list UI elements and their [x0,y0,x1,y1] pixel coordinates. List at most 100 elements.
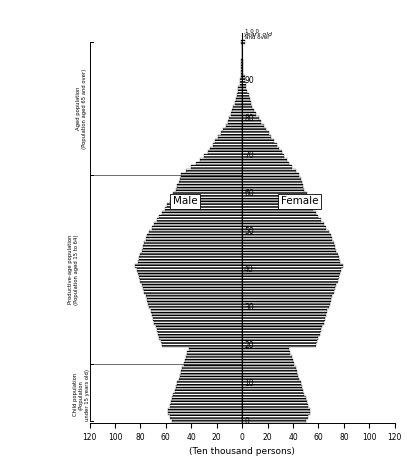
Bar [185,359,242,362]
Bar [237,94,242,97]
Bar [177,184,242,188]
Bar [242,260,340,264]
Bar [242,393,304,397]
Bar [242,294,333,298]
Bar [151,309,242,313]
Bar [232,109,242,112]
Bar [171,400,242,404]
Bar [242,283,336,287]
Bar [144,241,242,245]
Bar [153,317,242,321]
Bar [158,332,242,336]
Bar [242,298,331,302]
Bar [242,67,243,71]
Bar [242,222,324,226]
Bar [242,200,308,204]
Bar [236,97,242,101]
Bar [186,355,242,359]
Bar [242,268,341,272]
Bar [242,302,330,306]
Bar [242,109,254,112]
Bar [242,412,310,415]
Bar [189,347,242,351]
Bar [242,264,343,268]
Text: Productive-age population
(Population aged 15 to 64): Productive-age population (Population ag… [68,235,79,305]
Bar [242,150,282,154]
Bar [242,324,322,329]
Bar [139,256,242,260]
Text: 30: 30 [244,303,254,312]
Bar [146,294,242,298]
Bar [176,385,242,389]
Bar [172,419,242,423]
Text: 20: 20 [244,341,254,350]
Bar [241,40,242,44]
Bar [242,94,249,97]
Bar [242,71,243,75]
Bar [160,215,242,219]
Bar [148,302,242,306]
Bar [240,82,242,86]
Text: 10: 10 [244,379,254,388]
Bar [146,237,242,241]
Bar [242,332,320,336]
Bar [242,204,311,207]
Text: 90: 90 [244,76,254,85]
Bar [242,389,303,393]
Bar [242,309,327,313]
Bar [242,272,340,275]
Bar [144,290,242,294]
Text: 80: 80 [244,114,254,123]
Bar [242,245,335,249]
Bar [172,196,242,200]
Bar [242,188,304,192]
Bar [242,230,328,234]
Bar [242,400,307,404]
Text: 60: 60 [244,189,254,198]
Bar [242,165,292,169]
Bar [242,381,301,385]
Bar [242,329,321,332]
Bar [155,324,242,329]
Bar [242,219,321,222]
Bar [167,204,242,207]
Bar [242,362,294,366]
Bar [242,173,300,177]
Bar [242,101,251,105]
Bar [242,290,334,294]
Bar [242,90,247,94]
Text: Aged population
(Population aged 65 and over): Aged population (Population aged 65 and … [76,69,87,149]
Bar [242,241,334,245]
Bar [170,404,242,408]
Bar [242,344,316,347]
Bar [242,86,246,90]
Bar [149,306,242,309]
Bar [196,162,242,165]
Bar [242,366,295,370]
Bar [242,321,324,324]
Bar [242,306,328,309]
Text: 0: 0 [244,416,249,426]
Bar [152,226,242,230]
Text: years old: years old [243,31,272,37]
Bar [147,298,242,302]
Text: 70: 70 [244,151,254,160]
Bar [162,211,242,215]
Bar [240,78,242,82]
Bar [242,211,316,215]
Bar [242,397,306,400]
Bar [242,340,317,344]
Bar [154,222,242,226]
Bar [137,268,242,272]
Bar [157,219,242,222]
Bar [242,139,274,143]
Bar [143,287,242,290]
Bar [140,279,242,283]
Text: 1 0 0
and over: 1 0 0 and over [245,29,270,40]
Bar [242,75,245,78]
Text: 40: 40 [244,265,254,274]
Bar [242,275,339,279]
Bar [179,180,242,184]
Bar [233,105,242,109]
Bar [173,393,242,397]
